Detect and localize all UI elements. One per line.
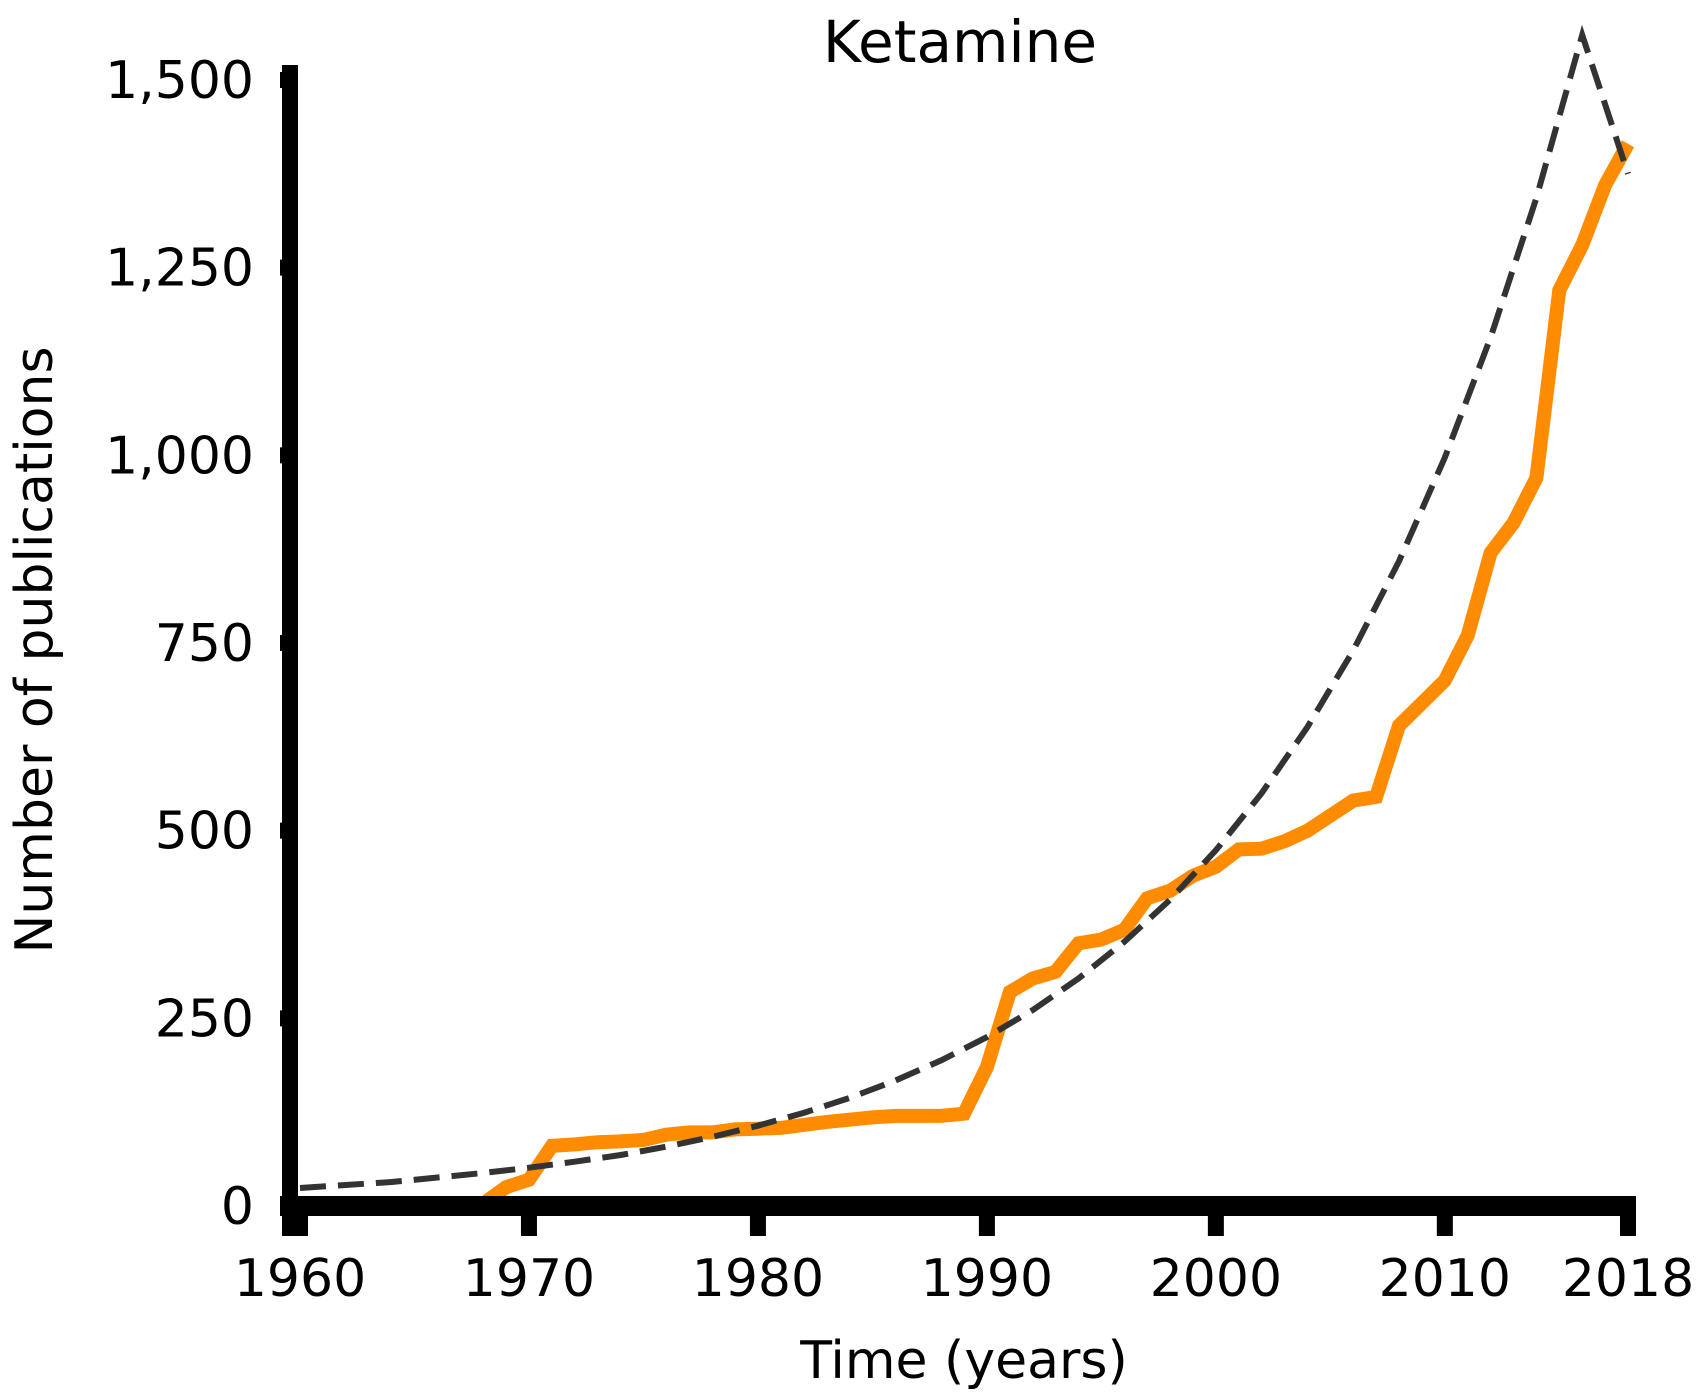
x-tick-label: 1970 <box>463 1249 595 1309</box>
y-tick-label: 750 <box>155 614 254 674</box>
x-tick-label: 1960 <box>234 1249 366 1309</box>
x-axis-label: Time (years) <box>799 1331 1127 1391</box>
y-tick-label: 500 <box>155 802 254 862</box>
x-tick-label: 1990 <box>921 1249 1053 1309</box>
y-axis-label: Number of publications <box>5 346 65 953</box>
x-tick-label: 2018 <box>1562 1249 1694 1309</box>
y-tick-label: 1,500 <box>105 51 254 111</box>
x-tick-label: 2010 <box>1379 1249 1511 1309</box>
series-layer <box>299 24 1635 1213</box>
chart-title: Ketamine <box>823 8 1097 76</box>
axes-layer <box>280 65 1636 1236</box>
trend-line-dashed <box>299 24 1631 1191</box>
x-tick-label: 1980 <box>692 1249 824 1309</box>
x-tick-label: 2000 <box>1150 1249 1282 1309</box>
publications-line <box>300 140 1635 1213</box>
y-tick-label: 1,250 <box>105 239 254 299</box>
y-tick-label: 0 <box>221 1177 254 1237</box>
y-tick-label: 1,000 <box>105 426 254 486</box>
y-tick-label: 250 <box>155 989 254 1049</box>
ticks-layer: 1960 1970 1980 1990 2000 2010 2018 0 250 500 750 1,… <box>105 51 1694 1309</box>
